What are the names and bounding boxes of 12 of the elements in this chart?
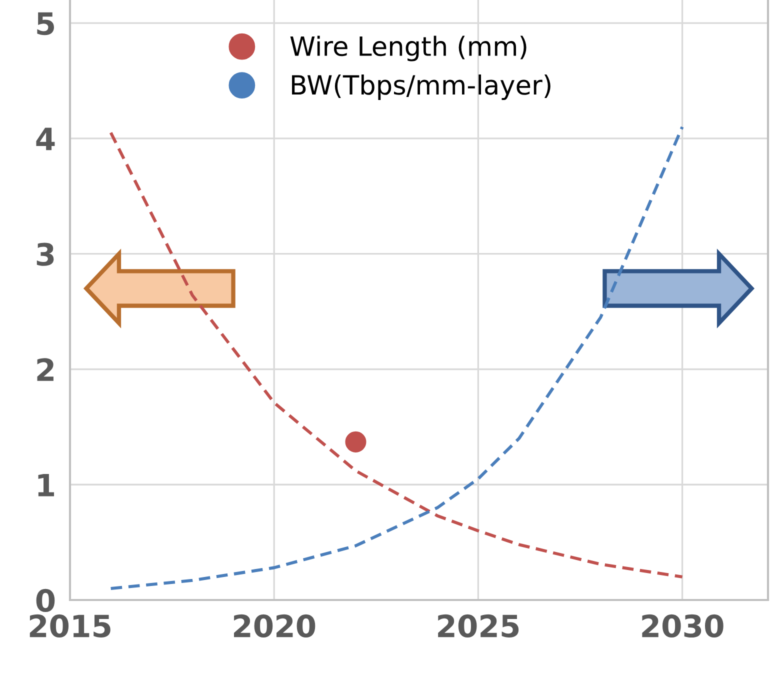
x-tick-label: 2025 <box>438 614 519 638</box>
x-tick-label: 2015 <box>30 614 110 638</box>
y-tick-label: 5 <box>37 12 54 36</box>
x-tick-label: 2030 <box>642 614 724 638</box>
y-tick-label: 4 <box>36 128 55 150</box>
legend-label: BW(Tbps/mm-layer) <box>292 74 550 100</box>
y-tick-label: 1 <box>38 474 54 496</box>
y-tick-label: 2 <box>37 358 54 381</box>
x-tick-label: 2020 <box>234 614 316 638</box>
y-tick-label: 0 <box>36 588 55 612</box>
legend-label: Wire Length (mm) <box>290 36 526 62</box>
y-tick-label: 3 <box>36 242 54 266</box>
